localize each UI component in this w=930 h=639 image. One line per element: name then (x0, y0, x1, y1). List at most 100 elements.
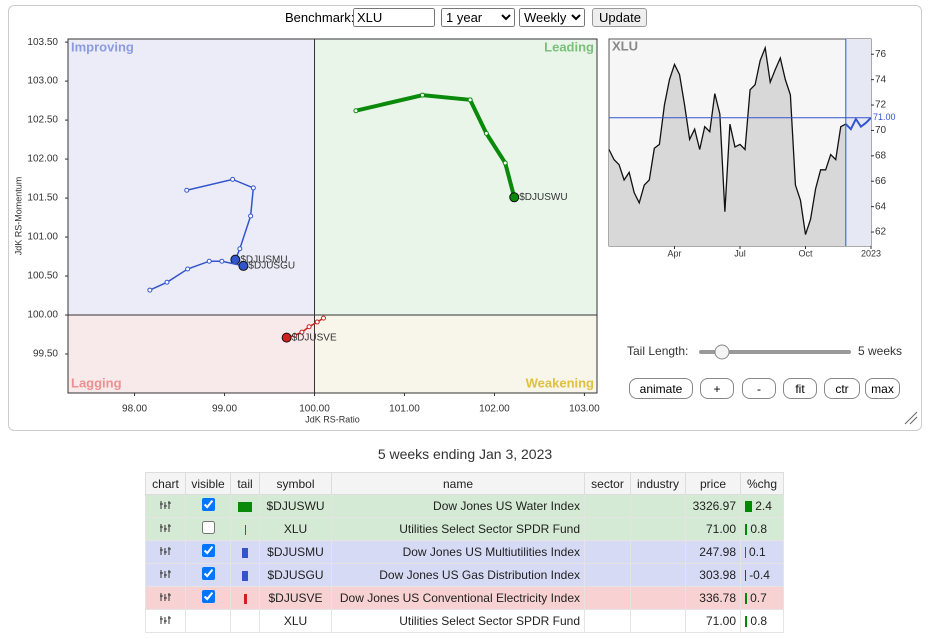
control-button[interactable]: + (700, 378, 734, 399)
frequency-select[interactable]: Weekly (519, 8, 585, 27)
table-row: $DJUSVE Dow Jones US Conventional Electri… (145, 586, 784, 610)
tail-cell (230, 609, 260, 633)
change-value: 0.1 (749, 545, 766, 559)
visible-checkbox[interactable] (201, 567, 215, 580)
symbol-cell: $DJUSGU (259, 563, 332, 587)
control-button[interactable]: max (865, 378, 900, 399)
symbol-cell: $DJUSWU (259, 494, 332, 518)
visible-cell (185, 586, 231, 610)
industry-cell (630, 517, 686, 541)
column-header[interactable]: price (685, 472, 741, 495)
change-value: -0.4 (749, 568, 770, 582)
change-bar (745, 547, 746, 559)
tail-swatch (242, 547, 248, 558)
price-cell: 71.00 (685, 609, 741, 633)
sector-cell (584, 494, 631, 518)
visible-checkbox[interactable] (201, 544, 215, 557)
chart-icon[interactable] (159, 523, 173, 533)
change-bar (745, 570, 747, 582)
tail-cell (230, 540, 260, 564)
industry-cell (630, 494, 686, 518)
price-cell: 3326.97 (685, 494, 741, 518)
period-select[interactable]: 1 year (441, 8, 515, 27)
symbol-cell: $DJUSVE (259, 586, 332, 610)
tail-cell (230, 494, 260, 518)
tail-swatch (244, 524, 246, 535)
sector-cell (584, 609, 631, 633)
change-cell: 0.8 (740, 517, 784, 541)
benchmark-label: Benchmark: (285, 10, 355, 25)
chart-icon[interactable] (159, 569, 173, 579)
visible-cell (185, 563, 231, 587)
symbol-cell: XLU (259, 609, 332, 633)
name-cell: Utilities Select Sector SPDR Fund (331, 517, 585, 541)
price-cell: 247.98 (685, 540, 741, 564)
header-row: chart visible tail symbol name sector industry… (145, 472, 784, 495)
price-cell: 71.00 (685, 517, 741, 541)
tail-swatch (242, 570, 248, 581)
name-cell: Dow Jones US Multiutilities Index (331, 540, 585, 564)
name-cell: Dow Jones US Conventional Electricity In… (331, 586, 585, 610)
visible-cell (185, 517, 231, 541)
change-value: 2.4 (755, 499, 772, 513)
column-header[interactable]: visible (185, 472, 231, 495)
change-bar (745, 593, 748, 605)
sector-cell (584, 563, 631, 587)
change-cell: 0.1 (740, 540, 784, 564)
industry-cell (630, 540, 686, 564)
caption: 5 weeks ending Jan 3, 2023 (377, 446, 553, 462)
panel (8, 5, 922, 431)
tail-cell (230, 586, 260, 610)
name-cell: Dow Jones US Gas Distribution Index (331, 563, 585, 587)
symbol-cell: XLU (259, 517, 332, 541)
change-bar (745, 616, 748, 628)
control-button[interactable]: ctr (824, 378, 860, 399)
sector-cell (584, 517, 631, 541)
chart-cell (145, 517, 186, 541)
price-cell: 336.78 (685, 586, 741, 610)
symbol-table: chart visible tail symbol name sector industry… (145, 472, 784, 633)
benchmark-input[interactable] (353, 8, 435, 27)
industry-cell (630, 586, 686, 610)
control-button[interactable]: - (742, 378, 776, 399)
chart-icon[interactable] (159, 546, 173, 556)
chart-cell (145, 494, 186, 518)
name-cell: Utilities Select Sector SPDR Fund (331, 609, 585, 633)
visible-checkbox[interactable] (201, 521, 215, 534)
column-header[interactable]: sector (584, 472, 631, 495)
column-header[interactable]: tail (230, 472, 260, 495)
column-header[interactable]: chart (145, 472, 186, 495)
column-header[interactable]: name (331, 472, 585, 495)
update-button[interactable]: Update (592, 8, 647, 27)
visible-checkbox[interactable] (201, 590, 215, 603)
price-cell: 303.98 (685, 563, 741, 587)
industry-cell (630, 563, 686, 587)
column-header[interactable]: symbol (259, 472, 332, 495)
column-header[interactable]: %chg (740, 472, 784, 495)
chart-icon[interactable] (159, 592, 173, 602)
control-button[interactable]: fit (783, 378, 817, 399)
column-header[interactable]: industry (630, 472, 686, 495)
change-cell: 0.7 (740, 586, 784, 610)
tail-cell (230, 517, 260, 541)
change-value: 0.8 (750, 522, 768, 536)
table-row: XLU Utilities Select Sector SPDR Fund 71.0… (145, 609, 784, 633)
change-cell: 0.8 (740, 609, 784, 633)
table-row: $DJUSWU Dow Jones US Water Index 3326.97 2.… (145, 494, 784, 518)
chart-icon[interactable] (159, 615, 173, 625)
tail-swatch (238, 501, 252, 512)
control-button[interactable]: animate (629, 378, 693, 399)
sector-cell (584, 586, 631, 610)
change-cell: 2.4 (740, 494, 784, 518)
change-bar (745, 524, 748, 536)
visible-checkbox[interactable] (201, 498, 215, 511)
change-cell: -0.4 (740, 563, 784, 587)
visible-cell (185, 494, 231, 518)
chart-cell (145, 609, 186, 633)
change-value: 0.8 (750, 614, 768, 628)
table-row: XLU Utilities Select Sector SPDR Fund 71.0… (145, 517, 784, 541)
table-row: $DJUSMU Dow Jones US Multiutilities Index… (145, 540, 784, 564)
chart-icon[interactable] (159, 500, 173, 510)
chart-cell (145, 563, 186, 587)
